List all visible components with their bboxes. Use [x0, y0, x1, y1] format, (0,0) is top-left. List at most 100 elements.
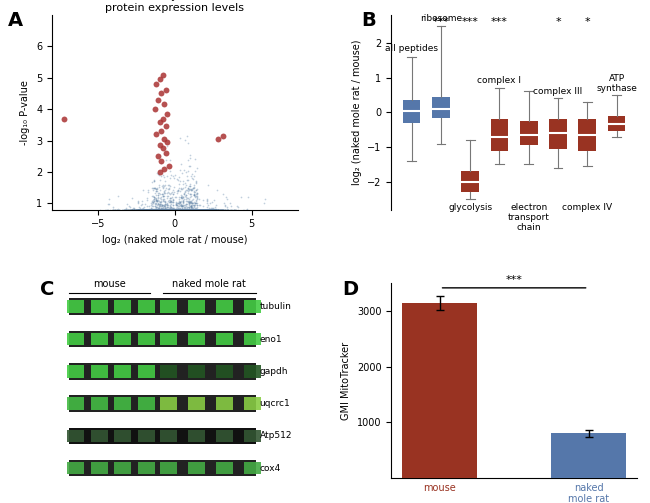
- Point: [192, 194, 202, 202]
- Point: [181, 206, 192, 214]
- Point: [196, 206, 206, 214]
- Point: [142, 206, 153, 214]
- Point: [181, 186, 192, 194]
- Point: [138, 206, 149, 214]
- Point: [141, 206, 151, 214]
- Point: [194, 206, 205, 214]
- Point: [174, 206, 185, 214]
- Point: [170, 206, 180, 214]
- Point: [171, 206, 181, 214]
- Point: [182, 206, 192, 214]
- Point: [153, 206, 163, 214]
- Point: [140, 206, 151, 214]
- Point: [177, 206, 188, 214]
- Point: [180, 206, 190, 214]
- Point: [209, 206, 219, 214]
- Point: [171, 201, 181, 209]
- Point: [143, 206, 153, 214]
- Point: [165, 206, 176, 214]
- Point: [174, 206, 185, 214]
- Point: [183, 206, 193, 214]
- Point: [162, 206, 172, 214]
- Point: [210, 206, 220, 214]
- Point: [177, 202, 188, 210]
- Point: [181, 206, 192, 214]
- Point: [149, 206, 159, 214]
- Point: [164, 206, 174, 214]
- Point: [209, 206, 219, 214]
- Point: [164, 206, 174, 214]
- Point: [179, 206, 189, 214]
- Point: [142, 206, 152, 214]
- Point: [176, 206, 187, 214]
- Point: [199, 206, 209, 214]
- Point: [167, 206, 177, 214]
- Point: [185, 202, 196, 210]
- Point: [217, 206, 228, 214]
- Point: [186, 206, 196, 214]
- Point: [155, 206, 165, 214]
- Point: [170, 206, 181, 214]
- Point: [177, 202, 188, 210]
- Point: [214, 206, 224, 214]
- Point: [168, 198, 178, 206]
- Point: [170, 206, 181, 214]
- Point: [159, 206, 170, 214]
- Point: [187, 206, 198, 214]
- Point: [136, 206, 146, 214]
- Point: [172, 205, 182, 213]
- Point: [129, 205, 139, 213]
- Point: [165, 206, 176, 214]
- Point: [180, 206, 190, 214]
- Point: [192, 206, 202, 214]
- Point: [190, 206, 201, 214]
- Point: [171, 206, 181, 214]
- Point: [176, 206, 186, 214]
- Point: [142, 206, 153, 214]
- Point: [164, 206, 175, 214]
- Point: [156, 206, 166, 214]
- Point: [185, 154, 196, 162]
- Point: [194, 206, 204, 214]
- Point: [172, 206, 183, 214]
- Point: [175, 198, 185, 206]
- Point: [172, 201, 183, 209]
- Point: [171, 206, 181, 214]
- Point: [161, 206, 171, 214]
- PathPatch shape: [432, 97, 450, 118]
- Point: [150, 206, 161, 214]
- Point: [190, 206, 201, 214]
- Point: [159, 206, 169, 214]
- Point: [186, 206, 196, 214]
- Point: [169, 206, 179, 214]
- Point: [159, 206, 170, 214]
- Point: [194, 206, 205, 214]
- Point: [133, 206, 143, 214]
- Point: [166, 206, 177, 214]
- Point: [207, 206, 218, 214]
- Point: [185, 183, 195, 191]
- PathPatch shape: [462, 172, 479, 192]
- Point: [160, 206, 170, 214]
- Point: [153, 206, 163, 214]
- Point: [159, 206, 169, 214]
- Point: [122, 206, 132, 214]
- Point: [188, 206, 198, 214]
- Point: [191, 199, 202, 207]
- Point: [185, 206, 196, 214]
- Point: [170, 206, 180, 214]
- Point: [204, 206, 214, 214]
- Point: [177, 177, 188, 185]
- Point: [133, 206, 143, 214]
- Point: [175, 206, 185, 214]
- Point: [142, 206, 153, 214]
- Text: complex IV: complex IV: [562, 203, 612, 212]
- Point: [175, 204, 185, 212]
- Point: [151, 206, 162, 214]
- Point: [136, 206, 146, 214]
- Point: [181, 206, 192, 214]
- Point: [158, 206, 168, 214]
- Point: [179, 206, 190, 214]
- Point: [152, 206, 162, 214]
- Point: [173, 206, 183, 214]
